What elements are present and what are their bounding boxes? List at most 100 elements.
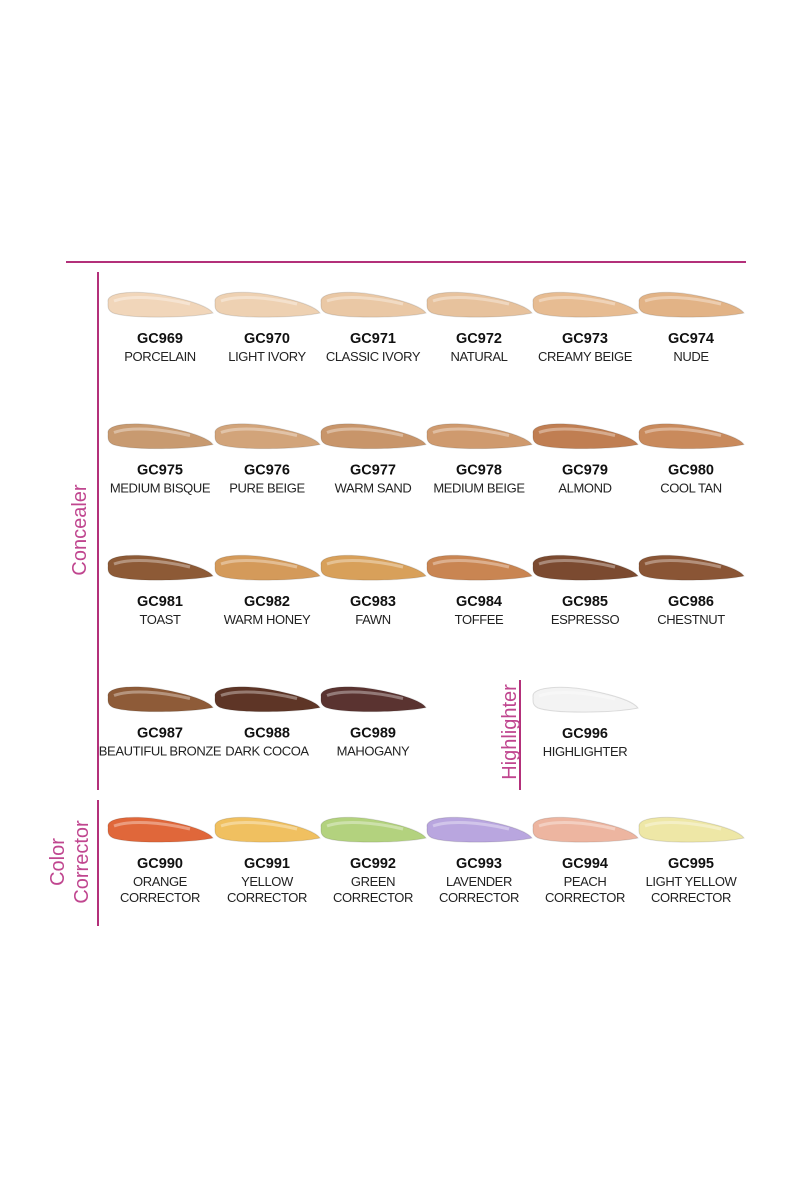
shade-code: GC976: [244, 463, 290, 479]
shade-name: TOAST: [139, 612, 181, 627]
shade-code: GC986: [668, 594, 714, 610]
shade-code: GC975: [137, 463, 183, 479]
section-label-line: Color: [47, 838, 69, 886]
swatch-sheen: [220, 295, 298, 306]
swatch-sheen: [113, 427, 191, 437]
shade-name: CHESTNUT: [657, 612, 725, 627]
swatch: [426, 554, 533, 581]
shade-code: GC992: [350, 856, 396, 872]
shade-name: CORRECTOR: [439, 890, 519, 905]
shade-name: MEDIUM BEIGE: [433, 481, 525, 496]
shade-code: GC995: [668, 856, 714, 872]
shade-name: PEACH: [564, 874, 607, 889]
shade-code: GC971: [350, 331, 396, 347]
shade-code: GC988: [244, 726, 290, 742]
swatch: [320, 423, 427, 450]
swatch: [320, 291, 427, 318]
shade-name: LIGHT YELLOW: [646, 874, 738, 889]
shade-name: WARM SAND: [335, 481, 412, 496]
shade-name: CORRECTOR: [120, 890, 200, 905]
swatch-sheen: [538, 427, 616, 437]
shade-code: GC990: [137, 856, 183, 872]
shade-name: ALMOND: [558, 481, 611, 496]
shade-code: GC972: [456, 331, 502, 347]
shade-name: ESPRESSO: [551, 612, 620, 627]
shade-code: GC979: [562, 463, 608, 479]
shade-name: MEDIUM BISQUE: [110, 481, 211, 496]
swatch: [214, 423, 321, 450]
shade-code: GC989: [350, 726, 396, 742]
shade-code: GC985: [562, 594, 608, 610]
swatch: [638, 816, 745, 843]
swatch: [107, 423, 214, 450]
swatch-sheen: [432, 558, 510, 569]
shade-name: LAVENDER: [446, 874, 512, 889]
shade-name: TOFFEE: [455, 612, 504, 627]
swatch-sheen: [432, 427, 510, 437]
shade-code: GC973: [562, 331, 608, 347]
shade-code: GC984: [456, 594, 502, 610]
shade-name: CORRECTOR: [545, 890, 625, 905]
swatch: [532, 686, 639, 713]
shade-name: ORANGE: [133, 874, 188, 889]
section-label-line: Corrector: [71, 820, 93, 904]
section-label: Concealer: [69, 484, 91, 576]
swatch-sheen: [644, 558, 722, 569]
swatch: [426, 816, 533, 843]
swatch-sheen: [113, 690, 191, 700]
shade-name: CORRECTOR: [651, 890, 731, 905]
shade-code: GC981: [137, 594, 183, 610]
swatch-sheen: [220, 820, 298, 831]
swatch: [532, 291, 639, 318]
swatch-sheen: [326, 690, 404, 700]
shade-name: YELLOW: [241, 874, 294, 889]
shade-name: CORRECTOR: [333, 890, 413, 905]
shade-name: MAHOGANY: [337, 744, 410, 759]
shade-name: HIGHLIGHTER: [543, 744, 627, 759]
shade-name: COOL TAN: [660, 481, 722, 496]
swatch: [638, 291, 745, 318]
shade-name: FAWN: [355, 612, 390, 627]
swatch: [320, 554, 427, 581]
swatch-sheen: [113, 820, 191, 831]
swatch-sheen: [644, 295, 722, 306]
shade-name: LIGHT IVORY: [228, 349, 306, 364]
shade-name: BEAUTIFUL BRONZE: [99, 744, 222, 759]
swatch: [214, 554, 321, 581]
shade-code: GC993: [456, 856, 502, 872]
swatch-sheen: [644, 820, 722, 831]
swatch: [107, 291, 214, 318]
swatch-sheen: [326, 295, 404, 306]
section-label: Color Corrector: [47, 820, 93, 904]
shade-code: GC977: [350, 463, 396, 479]
swatch: [532, 554, 639, 581]
shade-code: GC983: [350, 594, 396, 610]
shade-code: GC987: [137, 726, 183, 742]
shade-name: PORCELAIN: [124, 349, 196, 364]
swatch-sheen: [326, 427, 404, 437]
swatch-sheen: [113, 295, 191, 306]
swatch-sheen: [220, 427, 298, 437]
shade-name: NUDE: [673, 349, 709, 364]
shade-name: CLASSIC IVORY: [326, 349, 421, 364]
swatch-sheen: [220, 558, 298, 569]
shade-name: DARK COCOA: [225, 744, 309, 759]
swatch-sheen: [644, 427, 722, 437]
swatch: [107, 686, 214, 713]
shade-code: GC970: [244, 331, 290, 347]
swatch: [214, 291, 321, 318]
shade-name: WARM HONEY: [224, 612, 311, 627]
swatch-sheen: [432, 295, 510, 306]
swatch-sheen: [538, 690, 616, 701]
swatch: [426, 423, 533, 450]
shade-name: CORRECTOR: [227, 890, 307, 905]
swatch: [214, 816, 321, 843]
swatch: [638, 423, 745, 450]
shade-code: GC969: [137, 331, 183, 347]
swatch-sheen: [538, 820, 616, 831]
shade-code: GC991: [244, 856, 290, 872]
shade-code: GC980: [668, 463, 714, 479]
swatch: [107, 554, 214, 581]
swatch: [638, 554, 745, 581]
